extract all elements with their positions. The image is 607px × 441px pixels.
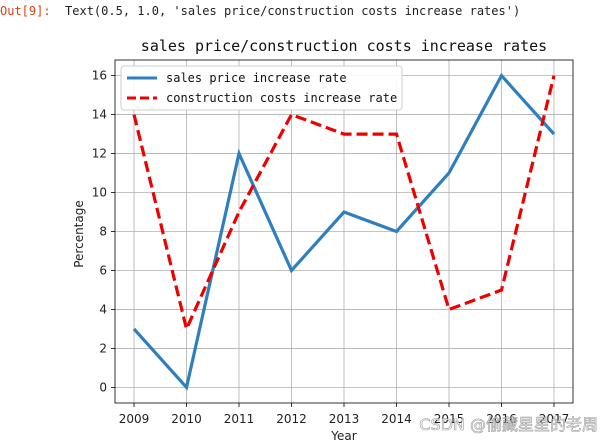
x-tick-label: 2014 xyxy=(381,412,412,426)
legend-box xyxy=(120,65,403,111)
watermark: CSDN @偷藏星星的老周 xyxy=(419,415,598,434)
legend: sales price increase rate construction c… xyxy=(120,65,403,111)
x-tick-label: 2015 xyxy=(434,412,465,426)
x-tick-label: 2013 xyxy=(329,412,360,426)
x-tick-label: 2017 xyxy=(539,412,570,426)
chart-title: sales price/construction costs increase … xyxy=(141,37,547,55)
legend-label-construction-costs: construction costs increase rate xyxy=(166,91,397,105)
series-lines xyxy=(132,72,556,391)
x-tick-label: 2009 xyxy=(119,412,150,426)
y-tick-label: 14 xyxy=(92,108,107,122)
x-axis-label: Year xyxy=(330,429,356,441)
x-axis-ticks: 2009 2010 2011 2012 2013 2014 2015 2016 2017 xyxy=(119,403,570,426)
output-text: Text(0.5, 1.0, 'sales price/construction… xyxy=(65,4,521,18)
y-tick-label: 16 xyxy=(92,69,107,83)
x-tick-label: 2012 xyxy=(276,412,307,426)
y-tick-label: 12 xyxy=(92,147,107,161)
grid xyxy=(115,60,573,403)
x-tick-label: 2016 xyxy=(486,412,517,426)
y-tick-label: 10 xyxy=(92,186,107,200)
y-tick-label: 8 xyxy=(99,225,107,239)
y-tick-label: 0 xyxy=(99,380,107,394)
y-tick-label: 2 xyxy=(99,341,107,355)
y-tick-label: 6 xyxy=(99,263,107,277)
y-axis-ticks: 0 2 4 6 8 10 12 14 16 xyxy=(92,69,115,394)
series-line-sales-price xyxy=(132,72,556,391)
notebook-output-line: Out[9]: Text(0.5, 1.0, 'sales price/cons… xyxy=(0,0,520,22)
y-axis-label: Percentage xyxy=(72,200,86,268)
y-tick-label: 4 xyxy=(99,302,107,316)
legend-label-sales-price: sales price increase rate xyxy=(166,71,347,85)
output-prompt: Out[9]: xyxy=(0,4,51,18)
x-tick-label: 2011 xyxy=(224,412,255,426)
x-tick-label: 2010 xyxy=(171,412,202,426)
series-line-construction-costs xyxy=(132,75,556,334)
